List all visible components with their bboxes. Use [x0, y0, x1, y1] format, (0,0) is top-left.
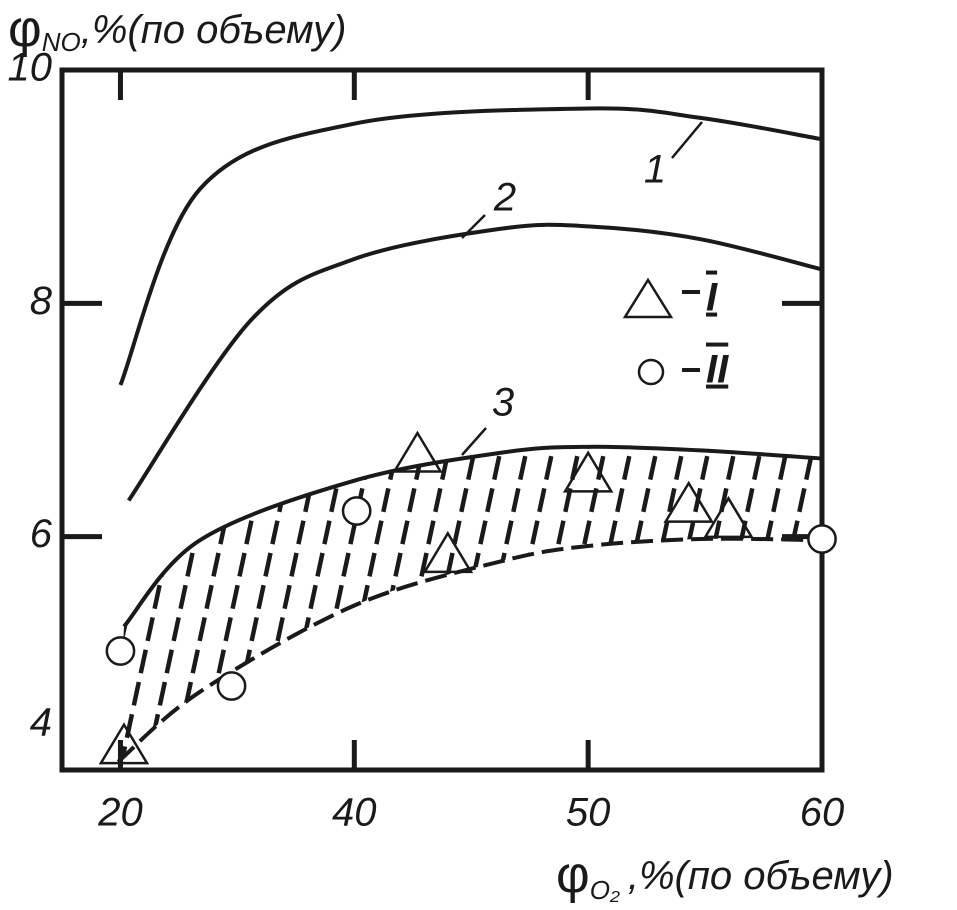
- hatch-line: [403, 446, 559, 762]
- hatch-line: [715, 446, 823, 762]
- hatch-line: [507, 446, 663, 762]
- hatch-line: [273, 446, 429, 762]
- point: [807, 524, 837, 554]
- y-tick-label: 4: [30, 701, 52, 745]
- hatch-line: [611, 446, 767, 762]
- x-axis-title: φO₂ ,%(по объему): [556, 846, 894, 905]
- hatch-line: [793, 446, 823, 762]
- hatch-line: [0, 70, 36, 770]
- point: [98, 722, 150, 765]
- hatch-line: [874, 70, 957, 770]
- point: [663, 480, 715, 523]
- y-tick-label: 8: [30, 279, 53, 323]
- hatch-line: [0, 70, 10, 770]
- hatch-line: [247, 446, 403, 762]
- hatching: [0, 70, 957, 770]
- hatch-line: [741, 446, 823, 762]
- point: [341, 496, 372, 526]
- hatch-line: [848, 70, 957, 770]
- point: [703, 495, 754, 539]
- legend-label: I: [706, 276, 718, 320]
- legend-marker: [622, 277, 674, 319]
- hatch-line: [195, 446, 351, 762]
- curve-label: 3: [492, 381, 514, 425]
- hatch-line: [118, 446, 273, 762]
- point: [422, 530, 474, 574]
- hatch-line: [299, 446, 455, 762]
- x-tick-label: 60: [800, 791, 845, 835]
- hatch-line: [0, 70, 88, 770]
- x-tick-label: 50: [566, 791, 611, 835]
- plot-frame: [59, 67, 825, 773]
- point: [105, 636, 136, 666]
- legend-marker: [637, 358, 665, 386]
- point: [392, 430, 443, 473]
- hatch-line: [143, 446, 299, 762]
- hatch-line: [325, 446, 481, 762]
- y-tick-label: 10: [8, 46, 53, 90]
- y-tick-label: 6: [30, 512, 53, 556]
- curve: [126, 222, 823, 502]
- curve-label: 2: [493, 176, 516, 220]
- legend-label: II: [706, 348, 729, 392]
- hatch-line: [0, 70, 62, 770]
- y-axis-title: φNO,%(по объему): [8, 0, 346, 58]
- curve: [118, 106, 821, 386]
- band-lower-boundary: [116, 536, 823, 764]
- x-tick-label: 40: [332, 791, 377, 835]
- hatch-line: [351, 446, 507, 762]
- hatch-line: [0, 70, 114, 770]
- curve-label: 1: [644, 148, 666, 192]
- x-tick-label: 20: [97, 791, 143, 835]
- hatch-line: [221, 446, 377, 762]
- point: [562, 450, 614, 493]
- hatch-line: [663, 446, 819, 762]
- hatch-line: [819, 446, 823, 762]
- hatch-line: [455, 446, 611, 762]
- hatch-line: [559, 446, 715, 762]
- hatch-line: [767, 446, 823, 762]
- point: [216, 671, 247, 701]
- curve: [122, 444, 823, 628]
- hatch-line: [169, 446, 325, 762]
